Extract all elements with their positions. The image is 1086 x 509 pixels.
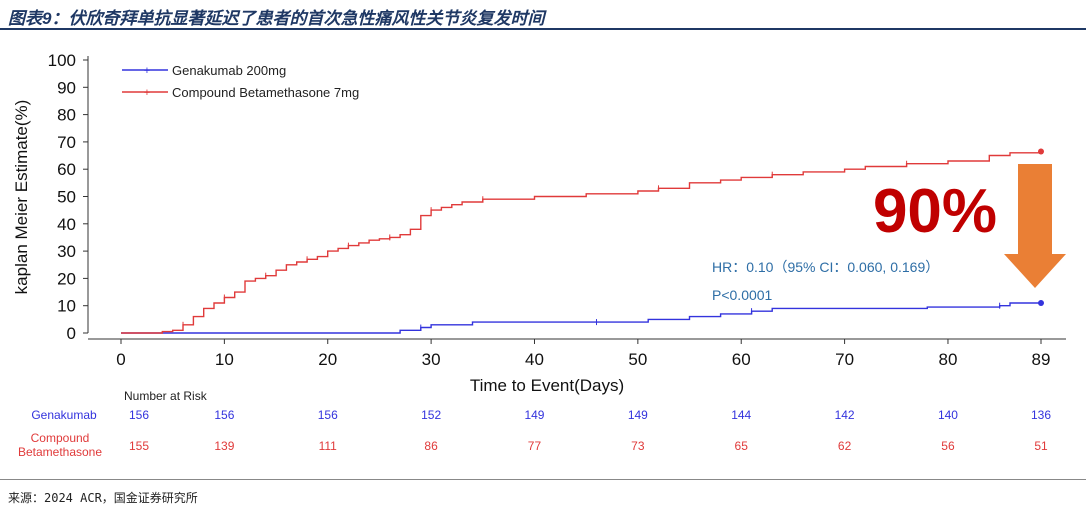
y-tick-label: 100 <box>48 51 76 70</box>
x-tick-label: 70 <box>835 350 854 369</box>
x-tick-label: 20 <box>318 350 337 369</box>
risk-value: 140 <box>938 408 958 422</box>
risk-table: Number at Risk Genakumab Compound Betame… <box>18 389 1051 459</box>
risk-label-compound-line2: Betamethasone <box>18 445 102 459</box>
legend-genakumab-label: Genakumab 200mg <box>172 63 286 78</box>
legend-genakumab-marker: + <box>144 65 150 77</box>
series-end-point <box>1038 299 1044 306</box>
risk-value: 56 <box>941 439 955 453</box>
axes-layer: 0 10 20 30 40 50 60 70 80 90 100 0 10 20 30 40 50 60 70 80 8… <box>48 51 1066 369</box>
risk-value: 86 <box>424 439 438 453</box>
km-chart: 0 10 20 30 40 50 60 70 80 90 100 0 10 20 30 40 50 60 70 80 8… <box>12 51 1066 459</box>
risk-table-header: Number at Risk <box>124 389 208 403</box>
risk-value: 136 <box>1031 408 1051 422</box>
hr-label: HR：0.10（95% CI：0.060, 0.169） <box>712 259 939 275</box>
y-tick-label: 20 <box>57 269 76 288</box>
down-arrow-icon <box>1004 164 1066 288</box>
legend-compound-marker: + <box>144 87 150 99</box>
x-tick-label: 50 <box>628 350 647 369</box>
legend: + Genakumab 200mg + Compound Betamethaso… <box>122 63 359 100</box>
figure-title: 图表9：伏欣奇拜单抗显著延迟了患者的首次急性痛风性关节炎复发时间 <box>8 9 545 28</box>
p-value-label: P<0.0001 <box>712 287 773 303</box>
legend-compound-label: Compound Betamethasone 7mg <box>172 85 359 100</box>
x-tick-label: 30 <box>422 350 441 369</box>
series-layer <box>121 148 1044 334</box>
risk-value: 149 <box>524 408 544 422</box>
series-line-compound <box>121 151 1042 334</box>
series-end-point <box>1038 148 1044 155</box>
risk-value: 142 <box>835 408 855 422</box>
x-axis-title: Time to Event(Days) <box>470 376 624 395</box>
y-tick-label: 80 <box>57 106 76 125</box>
risk-value: 65 <box>735 439 749 453</box>
y-tick-label: 10 <box>57 297 76 316</box>
y-tick-label: 50 <box>57 188 76 207</box>
risk-value: 51 <box>1034 439 1048 453</box>
y-tick-label: 40 <box>57 215 76 234</box>
x-tick-label: 0 <box>116 350 125 369</box>
x-tick-label: 10 <box>215 350 234 369</box>
x-tick-label: 40 <box>525 350 544 369</box>
title-rule <box>0 28 1086 30</box>
y-tick-label: 90 <box>57 78 76 97</box>
y-axis-title: kaplan Meier Estimate(%) <box>12 100 31 295</box>
risk-value: 62 <box>838 439 852 453</box>
risk-value: 156 <box>318 408 338 422</box>
risk-value: 73 <box>631 439 645 453</box>
annotations: 90% HR：0.10（95% CI：0.060, 0.169） P<0.000… <box>712 164 1066 303</box>
x-tick-label: 60 <box>732 350 751 369</box>
x-tick-label: 80 <box>939 350 958 369</box>
risk-value: 111 <box>319 439 338 453</box>
big-percent-label: 90% <box>873 177 997 246</box>
risk-value: 77 <box>528 439 542 453</box>
y-tick-label: 0 <box>67 324 76 343</box>
risk-value: 144 <box>731 408 751 422</box>
risk-value: 152 <box>421 408 441 422</box>
x-tick-label: 89 <box>1032 350 1051 369</box>
risk-value: 156 <box>129 408 149 422</box>
series-line-genakumab <box>121 302 1041 334</box>
risk-value: 155 <box>129 439 149 453</box>
y-tick-label: 60 <box>57 160 76 179</box>
y-tick-label: 30 <box>57 242 76 261</box>
y-tick-label: 70 <box>57 133 76 152</box>
risk-value: 139 <box>214 439 234 453</box>
source-note: 来源：2024 ACR，国金证券研究所 <box>8 491 198 505</box>
risk-value: 149 <box>628 408 648 422</box>
risk-value: 156 <box>214 408 234 422</box>
risk-label-compound-line1: Compound <box>31 431 90 445</box>
risk-label-genakumab: Genakumab <box>31 408 97 422</box>
footer-rule <box>0 479 1086 480</box>
